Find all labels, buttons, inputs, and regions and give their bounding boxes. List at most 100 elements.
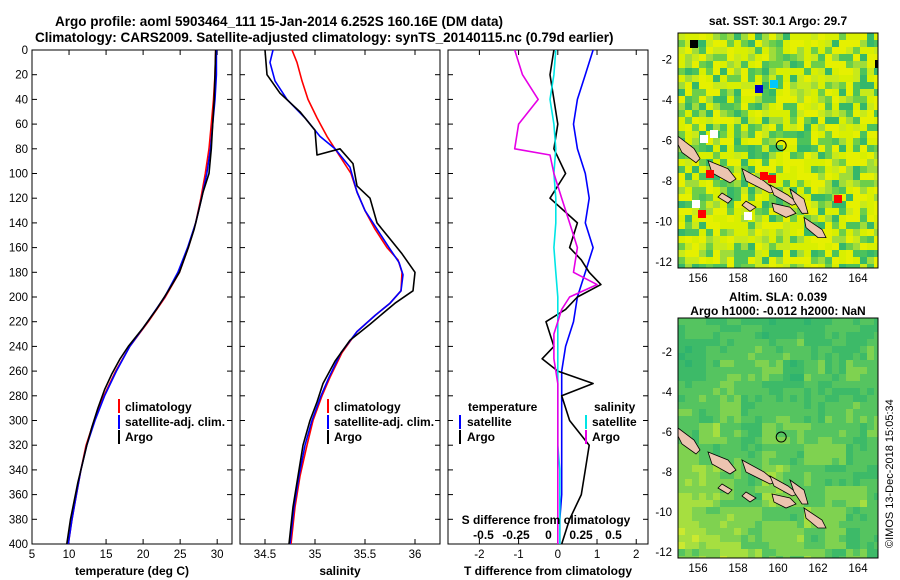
map-cell bbox=[734, 250, 741, 257]
map-cell bbox=[769, 264, 776, 268]
map-cell bbox=[685, 138, 692, 145]
map-cell bbox=[818, 208, 825, 215]
map-cell bbox=[776, 437, 783, 444]
map-cell bbox=[713, 173, 720, 180]
map-cell bbox=[790, 124, 797, 131]
map-cell bbox=[853, 325, 860, 332]
map-cell bbox=[783, 40, 790, 47]
map-cell bbox=[762, 166, 769, 173]
map-cell bbox=[860, 395, 867, 402]
map-cell bbox=[832, 215, 839, 222]
map-cell bbox=[825, 215, 832, 222]
map-cell bbox=[832, 201, 839, 208]
map-cell bbox=[832, 47, 839, 54]
map-cell bbox=[706, 388, 713, 395]
map-cell bbox=[797, 117, 804, 124]
map-cell bbox=[748, 381, 755, 388]
map-cell bbox=[734, 493, 741, 500]
map-cell bbox=[748, 229, 755, 236]
map-cell bbox=[727, 89, 734, 96]
map-cell bbox=[755, 346, 762, 353]
map-cell bbox=[846, 145, 853, 152]
map-cell bbox=[748, 353, 755, 360]
map-cell bbox=[734, 444, 741, 451]
map-cell bbox=[692, 402, 699, 409]
map-cell bbox=[797, 556, 804, 558]
series-line-salinity-argo bbox=[513, 50, 598, 544]
map-cell bbox=[867, 409, 874, 416]
map-cell bbox=[846, 40, 853, 47]
map-cell bbox=[874, 416, 878, 423]
map-cell bbox=[853, 514, 860, 521]
map-cell bbox=[769, 257, 776, 264]
map-cell bbox=[846, 236, 853, 243]
map-cell bbox=[769, 367, 776, 374]
map-cell bbox=[741, 451, 748, 458]
map-y-tick-label: -8 bbox=[662, 467, 672, 479]
map-cell bbox=[832, 173, 839, 180]
map-cell bbox=[748, 40, 755, 47]
island-shape bbox=[678, 427, 701, 455]
map-cell bbox=[762, 152, 769, 159]
map-cell bbox=[874, 535, 878, 542]
map-cell bbox=[839, 346, 846, 353]
map-cell bbox=[706, 332, 713, 339]
map-cell bbox=[804, 68, 811, 75]
map-cell bbox=[755, 535, 762, 542]
map-cell bbox=[755, 556, 762, 558]
map-cell bbox=[776, 138, 783, 145]
map-cell bbox=[741, 264, 748, 268]
map-cell bbox=[867, 528, 874, 535]
map-cell bbox=[748, 500, 755, 507]
map-cell bbox=[846, 556, 853, 558]
map-cell bbox=[699, 187, 706, 194]
map-cell bbox=[769, 514, 776, 521]
map-cell bbox=[832, 318, 839, 325]
map-cell bbox=[741, 96, 748, 103]
map-cell bbox=[818, 339, 825, 346]
map-cell bbox=[685, 166, 692, 173]
map-cell bbox=[797, 381, 804, 388]
map-cell bbox=[720, 187, 727, 194]
map-cell bbox=[825, 521, 832, 528]
map-cell bbox=[678, 325, 685, 332]
map-cell bbox=[867, 54, 874, 61]
map-cell bbox=[825, 82, 832, 89]
map-cell bbox=[804, 215, 811, 222]
legend-label-temp-satellite: satellite bbox=[467, 415, 512, 429]
map-cell bbox=[748, 514, 755, 521]
map-cell bbox=[860, 68, 867, 75]
map-cell bbox=[818, 402, 825, 409]
map-cell bbox=[811, 374, 818, 381]
map-cell bbox=[860, 521, 867, 528]
map-cell bbox=[783, 535, 790, 542]
map-cell bbox=[825, 388, 832, 395]
map-cell bbox=[874, 402, 878, 409]
map-cell bbox=[720, 180, 727, 187]
map-cell bbox=[853, 395, 860, 402]
map-cell bbox=[818, 250, 825, 257]
map-cell bbox=[874, 514, 878, 521]
map-cell bbox=[706, 556, 713, 558]
map-cell bbox=[860, 138, 867, 145]
map-cell bbox=[713, 75, 720, 82]
y-tick-label: 180 bbox=[9, 267, 28, 279]
map-cell bbox=[790, 346, 797, 353]
map-cell bbox=[678, 187, 685, 194]
map-cell bbox=[776, 465, 783, 472]
map-cell bbox=[734, 103, 741, 110]
map-cell bbox=[797, 82, 804, 89]
map-cell bbox=[811, 507, 818, 514]
map-cell bbox=[860, 514, 867, 521]
top-x-tick-label: 0 bbox=[545, 528, 552, 542]
map-cell bbox=[818, 243, 825, 250]
map-cell bbox=[874, 479, 878, 486]
map-cell bbox=[804, 493, 811, 500]
map-cell bbox=[825, 339, 832, 346]
map-cell bbox=[839, 332, 846, 339]
map-cell bbox=[692, 96, 699, 103]
map-cell bbox=[832, 159, 839, 166]
map-cell bbox=[776, 332, 783, 339]
map-cell bbox=[748, 451, 755, 458]
map-cell bbox=[804, 318, 811, 325]
